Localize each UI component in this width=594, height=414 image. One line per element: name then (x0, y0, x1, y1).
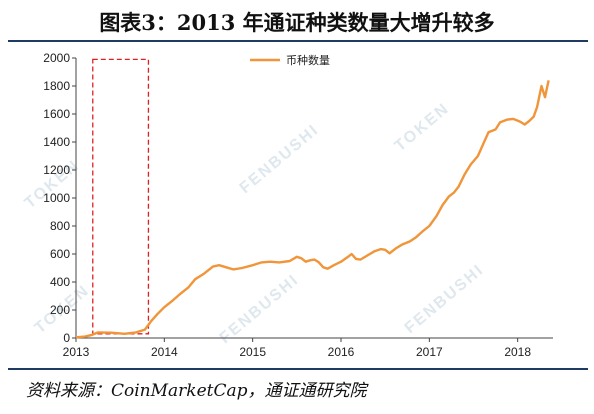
top-divider (8, 40, 588, 42)
bottom-divider (8, 368, 588, 370)
x-tick-label: 2018 (504, 345, 531, 359)
y-tick-label: 0 (63, 331, 70, 345)
y-tick-label: 200 (50, 303, 70, 317)
watermark-text: FENBUSHI (237, 121, 323, 197)
legend-label: 币种数量 (286, 53, 330, 67)
chart-axes: 0 200 400 600 800 1000 1200 1400 1600 1800 2000 201… (43, 51, 553, 359)
y-tick-label: 600 (50, 247, 70, 261)
y-tick-label: 1000 (43, 191, 70, 205)
y-tick-label: 800 (50, 219, 70, 233)
y-tick-label: 1400 (43, 135, 70, 149)
highlight-box (92, 58, 150, 335)
y-tick-label: 1800 (43, 79, 70, 93)
watermark-text: FENBUSHI (217, 271, 303, 347)
x-tick-label: 2014 (151, 345, 178, 359)
x-tick-label: 2013 (63, 345, 90, 359)
legend: 币种数量 (250, 53, 330, 67)
highlight-rect (92, 58, 150, 335)
y-tick-label: 400 (50, 275, 70, 289)
x-tick-label: 2017 (416, 345, 443, 359)
x-tick-label: 2015 (239, 345, 266, 359)
y-tick-label: 1200 (43, 163, 70, 177)
series-layer (75, 80, 550, 339)
x-tick-label: 2016 (328, 345, 355, 359)
watermark-text: FENBUSHI (402, 261, 488, 337)
chart-title: 图表3：2013 年通证种类数量大增升较多 (99, 10, 495, 35)
y-tick-label: 1600 (43, 107, 70, 121)
series-line (75, 80, 550, 339)
source-note: 资料来源：CoinMarketCap，通证通研究院 (26, 381, 367, 401)
watermark-text: TOKEN (392, 100, 453, 155)
y-tick-label: 2000 (43, 51, 70, 65)
